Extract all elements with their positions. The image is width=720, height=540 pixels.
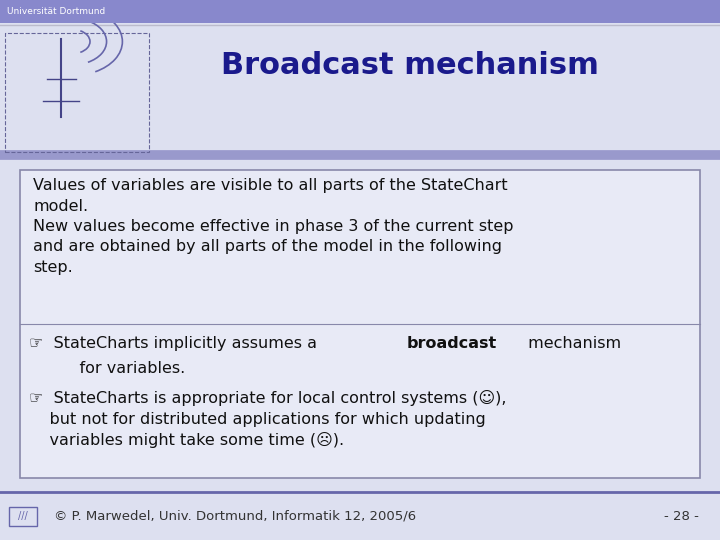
Text: broadcast: broadcast bbox=[407, 336, 498, 351]
Text: Universität Dortmund: Universität Dortmund bbox=[7, 7, 105, 16]
FancyBboxPatch shape bbox=[0, 0, 720, 23]
Text: ☞  StateCharts is appropriate for local control systems (☺),
    but not for dis: ☞ StateCharts is appropriate for local c… bbox=[29, 390, 506, 448]
Text: ///: /// bbox=[18, 511, 28, 521]
Text: ☞  StateCharts implicitly assumes a: ☞ StateCharts implicitly assumes a bbox=[29, 336, 322, 351]
Text: for variables.: for variables. bbox=[59, 361, 185, 376]
Text: Broadcast mechanism: Broadcast mechanism bbox=[222, 51, 599, 80]
Text: mechanism: mechanism bbox=[523, 336, 621, 351]
Text: Values of variables are visible to all parts of the StateChart
model.
New values: Values of variables are visible to all p… bbox=[33, 178, 513, 275]
FancyBboxPatch shape bbox=[20, 170, 700, 478]
Text: © P. Marwedel, Univ. Dortmund, Informatik 12, 2005/6: © P. Marwedel, Univ. Dortmund, Informati… bbox=[54, 510, 416, 523]
Text: - 28 -: - 28 - bbox=[664, 510, 698, 523]
